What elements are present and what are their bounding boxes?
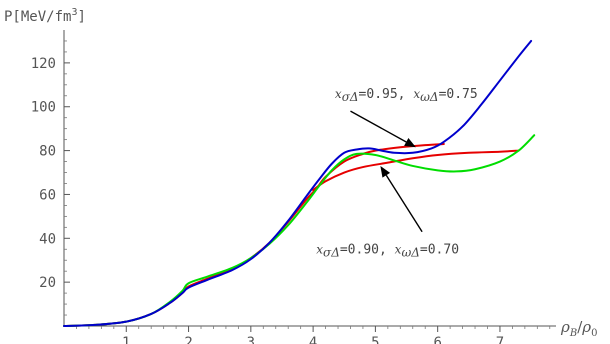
annotation-label-part: ωΔ <box>420 90 438 104</box>
x-axis-label-rho: ρ <box>560 318 570 336</box>
x-tick-label: 5 <box>371 335 379 344</box>
series-group <box>63 39 536 327</box>
annotation-label-part: =0.90, <box>340 243 395 258</box>
annotation-label-part: x <box>413 87 420 101</box>
annotation-label-part: x <box>335 87 342 101</box>
y-tick-label: 120 <box>31 56 56 72</box>
y-tick-label: 20 <box>39 275 56 291</box>
x-tick-label: 2 <box>184 335 192 344</box>
annotation-label-part: x <box>395 243 402 257</box>
x-tick-label: 7 <box>496 335 504 344</box>
series-line-4 <box>63 39 533 327</box>
annotation-arrow-shaft <box>385 174 423 233</box>
annotation-2: xσΔ=0.90, xωΔ=0.70 <box>316 165 459 260</box>
axes <box>63 30 556 327</box>
annotation-label-part: =0.95, <box>359 87 414 102</box>
x-axis-label-rho0: ρ <box>581 318 591 336</box>
x-tick-label: 1 <box>122 335 130 344</box>
annotation-1: xσΔ=0.95, xωΔ=0.75 <box>335 87 478 148</box>
x-axis-label-sub0: 0 <box>591 328 597 339</box>
annotation-label-part: σΔ <box>323 246 340 260</box>
x-axis-label-slash: / <box>577 318 583 336</box>
annotation-arrow-head <box>404 138 416 148</box>
x-tick-label: 3 <box>247 335 255 344</box>
annotation-label-part: x <box>316 243 323 257</box>
series-line-3 <box>63 134 536 327</box>
y-axis-label-prefix: P[MeV/fm <box>4 9 71 25</box>
annotation-label-part: =0.70 <box>420 243 459 258</box>
x-axis-label-sub: B <box>569 328 577 339</box>
y-axis-label-suffix: ] <box>77 9 85 25</box>
annotation-arrow-shaft <box>350 110 407 143</box>
ticks: 1 2 3 4 5 6 7 20 40 60 80 100 120 <box>31 40 551 344</box>
annotation-label-part: =0.75 <box>439 87 478 102</box>
x-tick-label: 4 <box>309 335 317 344</box>
annotation-label: xσΔ=0.95, xωΔ=0.75 <box>335 87 478 104</box>
y-tick-label: 80 <box>39 144 56 160</box>
annotation-label-part: ωΔ <box>401 246 419 260</box>
annotation-label-part: σΔ <box>342 90 359 104</box>
y-axis-label-sup: 3 <box>71 7 77 18</box>
y-axis-label: P[MeV/fm3] <box>4 7 86 25</box>
x-axis-label: ρB/ρ0 <box>560 318 597 339</box>
y-tick-label: 40 <box>39 231 56 247</box>
y-tick-label: 100 <box>31 100 56 116</box>
y-tick-label: 60 <box>39 187 56 203</box>
series-line-2 <box>312 149 520 192</box>
x-tick-label: 6 <box>433 335 441 344</box>
annotation-arrow-head <box>380 165 391 178</box>
annotation-label: xσΔ=0.90, xωΔ=0.70 <box>316 243 459 260</box>
